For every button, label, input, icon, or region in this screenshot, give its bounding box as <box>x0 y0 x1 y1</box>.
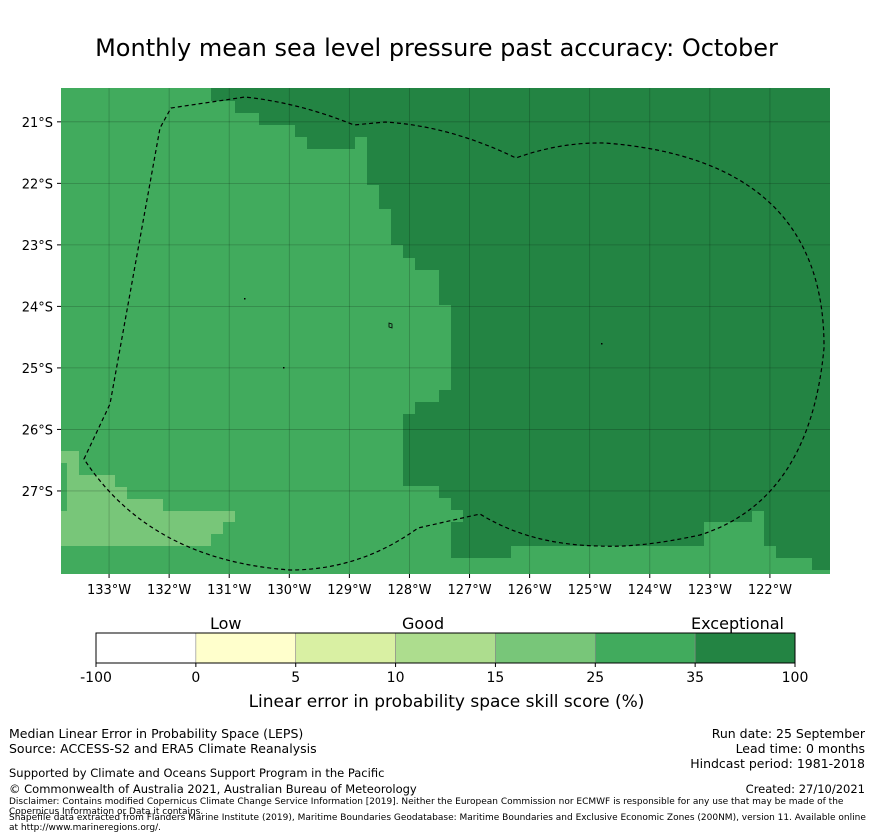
x-tick-label: 130°W <box>267 583 311 598</box>
colorbar-band <box>694 632 796 664</box>
colorbar-tick-label: 35 <box>686 670 704 686</box>
y-tick-label: 26°S <box>22 423 53 438</box>
colorbar-band <box>395 632 496 664</box>
lead-time: Lead time: 0 months <box>735 741 865 756</box>
x-tick-label: 123°W <box>688 583 732 598</box>
map-plot: 133°W 132°W 131°W 130°W 129°W 128°W 127°W 126°W… <box>22 88 830 598</box>
y-tick-label: 21°S <box>22 116 53 131</box>
y-tick-label: 22°S <box>22 177 53 192</box>
colorbar-tick-label: 25 <box>586 670 604 686</box>
x-tick-label: 129°W <box>327 583 371 598</box>
x-tick-label: 133°W <box>87 583 131 598</box>
hindcast-period: Hindcast period: 1981-2018 <box>690 756 865 771</box>
colorbar-band <box>95 632 197 664</box>
y-tick-label: 24°S <box>22 300 53 315</box>
x-tick-label: 126°W <box>508 583 552 598</box>
exceptional-skill-region <box>211 88 830 570</box>
colorbar-tick-label: 10 <box>387 670 405 686</box>
island <box>388 322 393 329</box>
colorbar-band <box>295 632 396 664</box>
colorbar-tick-label: 0 <box>191 670 200 686</box>
island <box>601 343 603 345</box>
colorbar-label: Linear error in probability space skill … <box>248 692 645 712</box>
source-line: Source: ACCESS-S2 and ERA5 Climate Reana… <box>9 741 317 756</box>
colorbar-tick-label: 100 <box>782 670 809 686</box>
x-tick-label: 122°W <box>748 583 792 598</box>
y-tick-label: 25°S <box>22 362 53 377</box>
support-line: Supported by Climate and Oceans Support … <box>9 766 385 780</box>
category-low: Low <box>210 614 242 633</box>
island <box>244 298 246 300</box>
leps-line: Median Linear Error in Probability Space… <box>9 726 304 741</box>
x-tick-label: 124°W <box>628 583 672 598</box>
colorbar-frame <box>95 632 796 664</box>
chart-title: Monthly mean sea level pressure past acc… <box>95 34 778 62</box>
x-tick-label: 128°W <box>387 583 431 598</box>
colorbar-band <box>594 632 696 664</box>
run-date: Run date: 25 September <box>711 726 865 741</box>
x-tick-label: 125°W <box>568 583 612 598</box>
colorbar-ticks: -100 0 5 10 15 25 35 100 <box>80 663 808 686</box>
colorbar-bands <box>95 632 796 664</box>
lower-skill-region <box>61 451 235 546</box>
copyright-line: © Commonwealth of Australia 2021, Austra… <box>9 782 417 796</box>
x-tick-label: 131°W <box>207 583 251 598</box>
category-good: Good <box>402 614 445 633</box>
x-tick-label: 132°W <box>147 583 191 598</box>
colorbar-band <box>195 632 297 664</box>
y-tick-label: 27°S <box>22 485 53 500</box>
eez-boundary <box>83 96 825 571</box>
colorbar-tick-label: -100 <box>80 670 112 686</box>
gridlines <box>61 88 830 574</box>
created-date: Created: 27/10/2021 <box>745 782 865 796</box>
x-axis-ticks: 133°W 132°W 131°W 130°W 129°W 128°W 127°W 126°W… <box>87 574 792 598</box>
disclaimer: Disclaimer: Contains modified Copernicus… <box>9 797 844 817</box>
island <box>283 367 285 369</box>
colorbar-band <box>495 632 596 664</box>
y-tick-label: 23°S <box>22 239 53 254</box>
y-axis-ticks: 21°S 22°S 23°S 24°S 25°S 26°S 27°S <box>22 116 61 500</box>
colorbar-tick-label: 15 <box>487 670 505 686</box>
x-tick-label: 127°W <box>447 583 491 598</box>
colorbar-tick-label: 5 <box>291 670 300 686</box>
shapefile-credit: Shapefile data extracted from Flanders M… <box>9 813 866 833</box>
category-exceptional: Exceptional <box>691 614 784 633</box>
